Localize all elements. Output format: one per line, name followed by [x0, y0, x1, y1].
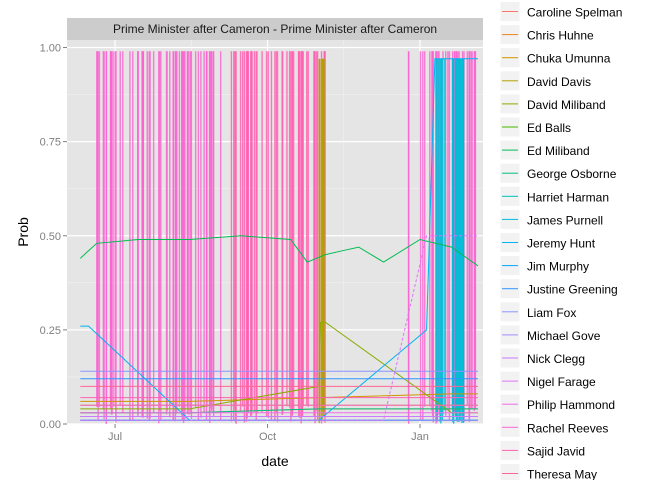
- legend-label: Philip Hammond: [527, 398, 615, 412]
- legend-label: Jim Murphy: [527, 260, 589, 274]
- legend-label: Nick Clegg: [527, 352, 585, 366]
- facet-strip: [67, 18, 483, 40]
- y-axis: 0.00 0.25 0.50 0.75 1.00: [40, 43, 67, 431]
- legend-label: Justine Greening: [527, 283, 618, 297]
- y-tick-label: 0.00: [40, 419, 61, 431]
- legend-label: David Davis: [527, 75, 591, 89]
- legend-label: Harriet Harman: [527, 190, 609, 204]
- legend-label: David Miliband: [527, 98, 606, 112]
- series-lines: [79, 58, 479, 421]
- x-axis: Jul Oct Jan: [108, 424, 429, 443]
- x-axis-title: date: [261, 453, 288, 469]
- legend-label: Nigel Farage: [527, 375, 596, 389]
- legend-label: Theresa May: [527, 468, 597, 480]
- spike-bars: [96, 51, 477, 424]
- legend-label: Sajid Javid: [527, 444, 585, 458]
- legend-label: Chuka Umunna: [527, 52, 611, 66]
- legend-label: Rachel Reeves: [527, 421, 608, 435]
- legend-label: Ed Balls: [527, 121, 571, 135]
- y-tick-label: 0.75: [40, 137, 61, 149]
- x-tick-label: Oct: [259, 431, 276, 443]
- legend-label: James Purnell: [527, 213, 603, 227]
- legend-label: Jeremy Hunt: [527, 237, 596, 251]
- legend-label: Chris Huhne: [527, 29, 594, 43]
- legend-key: [499, 463, 521, 480]
- legend: Caroline Spelman Chris Huhne Chuka Umunna D…: [499, 1, 622, 480]
- y-tick-label: 0.25: [40, 325, 61, 337]
- legend-label: Ed Miliband: [527, 144, 590, 158]
- x-tick-label: Jul: [108, 431, 122, 443]
- series-line-10: [80, 58, 478, 421]
- legend-label: Michael Gove: [527, 329, 601, 343]
- legend-label: Caroline Spelman: [527, 6, 622, 20]
- facet-title: Prime Minister after Cameron - Prime Min…: [113, 22, 437, 36]
- y-tick-label: 0.50: [40, 231, 61, 243]
- series-line-16: [80, 235, 478, 421]
- series-line-6: [79, 235, 479, 267]
- y-axis-title: Prob: [15, 217, 31, 247]
- legend-label: Liam Fox: [527, 306, 576, 320]
- x-tick-label: Jan: [411, 431, 429, 443]
- legend-label: George Osborne: [527, 167, 617, 181]
- y-tick-label: 1.00: [40, 43, 61, 55]
